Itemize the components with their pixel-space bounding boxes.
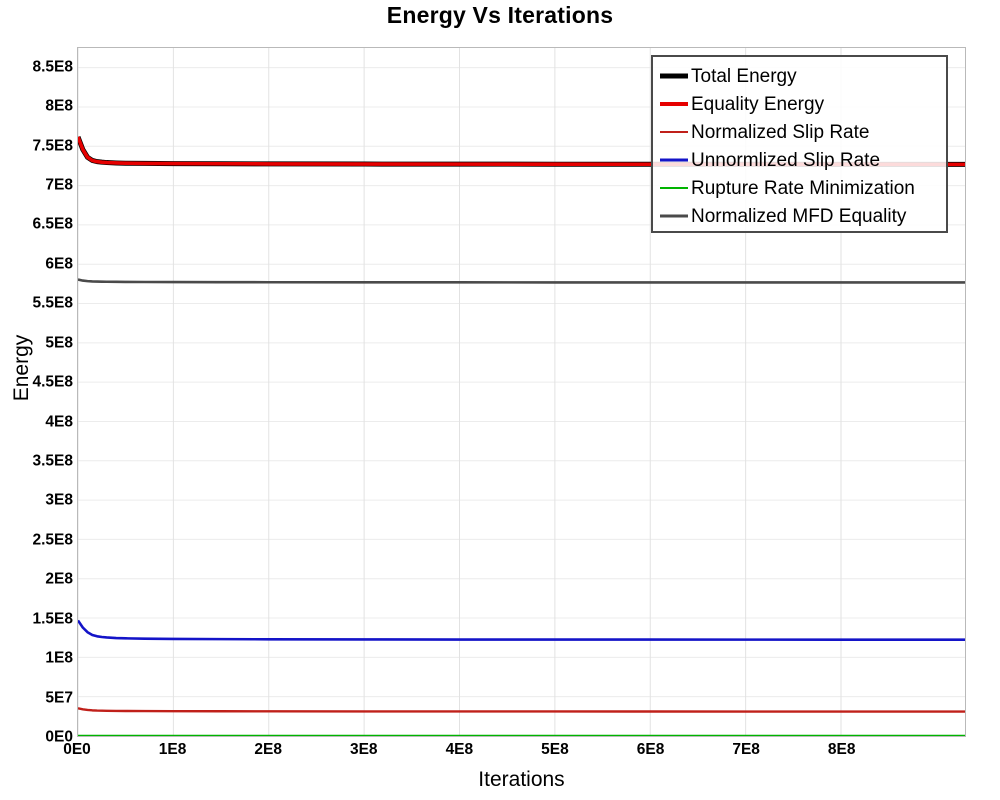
- x-axis-tick-label: 8E8: [827, 741, 856, 758]
- series-line: [78, 620, 965, 639]
- legend-item[interactable]: Rupture Rate Minimization: [659, 174, 940, 202]
- y-axis-title: Energy: [10, 334, 33, 402]
- legend-item-label: Total Energy: [691, 65, 797, 87]
- legend-color-swatch: [659, 209, 689, 223]
- chart-legend[interactable]: Total Energy Equality Energy Normalized Sl…: [651, 55, 948, 233]
- legend-item-label: Unnormlized Slip Rate: [691, 149, 881, 171]
- x-axis-title: Iterations: [478, 768, 565, 791]
- y-axis-tick-label: 7E8: [45, 176, 73, 194]
- legend-item[interactable]: Normalized MFD Equality: [659, 202, 940, 230]
- x-axis-tick-label: 0E0: [63, 741, 91, 758]
- y-axis-tick-label: 2E8: [45, 570, 73, 588]
- x-axis-tick-label: 4E8: [445, 741, 474, 758]
- legend-item-label: Rupture Rate Minimization: [691, 177, 915, 199]
- x-axis-tick-label: 6E8: [636, 741, 665, 758]
- y-axis-tick-label: 5.5E8: [32, 294, 73, 312]
- y-axis-tick-label: 8.5E8: [32, 57, 73, 75]
- y-axis-tick-label: 8E8: [45, 97, 73, 115]
- y-axis-tick-label: 3E8: [45, 491, 73, 509]
- series-line: [78, 708, 965, 711]
- legend-color-swatch: [659, 181, 689, 195]
- legend-color-swatch: [659, 125, 689, 139]
- legend-color-swatch: [659, 69, 689, 83]
- legend-item[interactable]: Equality Energy: [659, 90, 940, 118]
- y-axis-tick-label: 2.5E8: [32, 531, 73, 549]
- x-axis-tick-labels: 0E0 1E8 2E8 3E8 4E8 5E8 6E8 7E8 8E8: [63, 741, 966, 764]
- y-axis-tick-label: 4.5E8: [32, 373, 73, 391]
- legend-item[interactable]: Unnormlized Slip Rate: [659, 146, 940, 174]
- legend-item[interactable]: Total Energy: [659, 62, 940, 90]
- y-axis-tick-label: 6E8: [45, 255, 73, 273]
- x-axis-tick-label: 7E8: [732, 741, 760, 758]
- y-axis-tick-label: 7.5E8: [32, 136, 73, 154]
- y-axis-tick-label: 6.5E8: [32, 215, 73, 233]
- x-axis-tick-label: 2E8: [254, 741, 282, 758]
- legend-item[interactable]: Normalized Slip Rate: [659, 118, 940, 146]
- legend-item-label: Normalized MFD Equality: [691, 205, 907, 227]
- legend-item-label: Normalized Slip Rate: [691, 121, 870, 143]
- x-axis-tick-label: 5E8: [541, 741, 569, 758]
- legend-item-label: Equality Energy: [691, 93, 825, 115]
- y-axis-tick-label: 3.5E8: [32, 452, 73, 470]
- series-line: [78, 280, 965, 283]
- x-axis-tick-label: 3E8: [349, 741, 378, 758]
- chart-title: Energy Vs Iterations: [386, 2, 614, 28]
- y-axis-tick-label: 1E8: [45, 649, 73, 667]
- y-axis-tick-label: 5E7: [45, 688, 73, 706]
- y-axis-tick-label: 0E0: [45, 728, 73, 746]
- x-axis-tick-label: 1E8: [158, 741, 187, 758]
- y-axis-tick-label: 4E8: [45, 412, 73, 430]
- legend-color-swatch: [659, 153, 689, 167]
- legend-color-swatch: [659, 97, 689, 111]
- y-axis-tick-label: 5E8: [45, 333, 73, 351]
- y-axis-tick-labels: 0E0 5E7 1E8 1.5E8 2E8 2.5E8 3E8 3.5E8 4E8 4.5E8 5E…: [5, 47, 73, 744]
- y-axis-tick-label: 1.5E8: [32, 609, 73, 627]
